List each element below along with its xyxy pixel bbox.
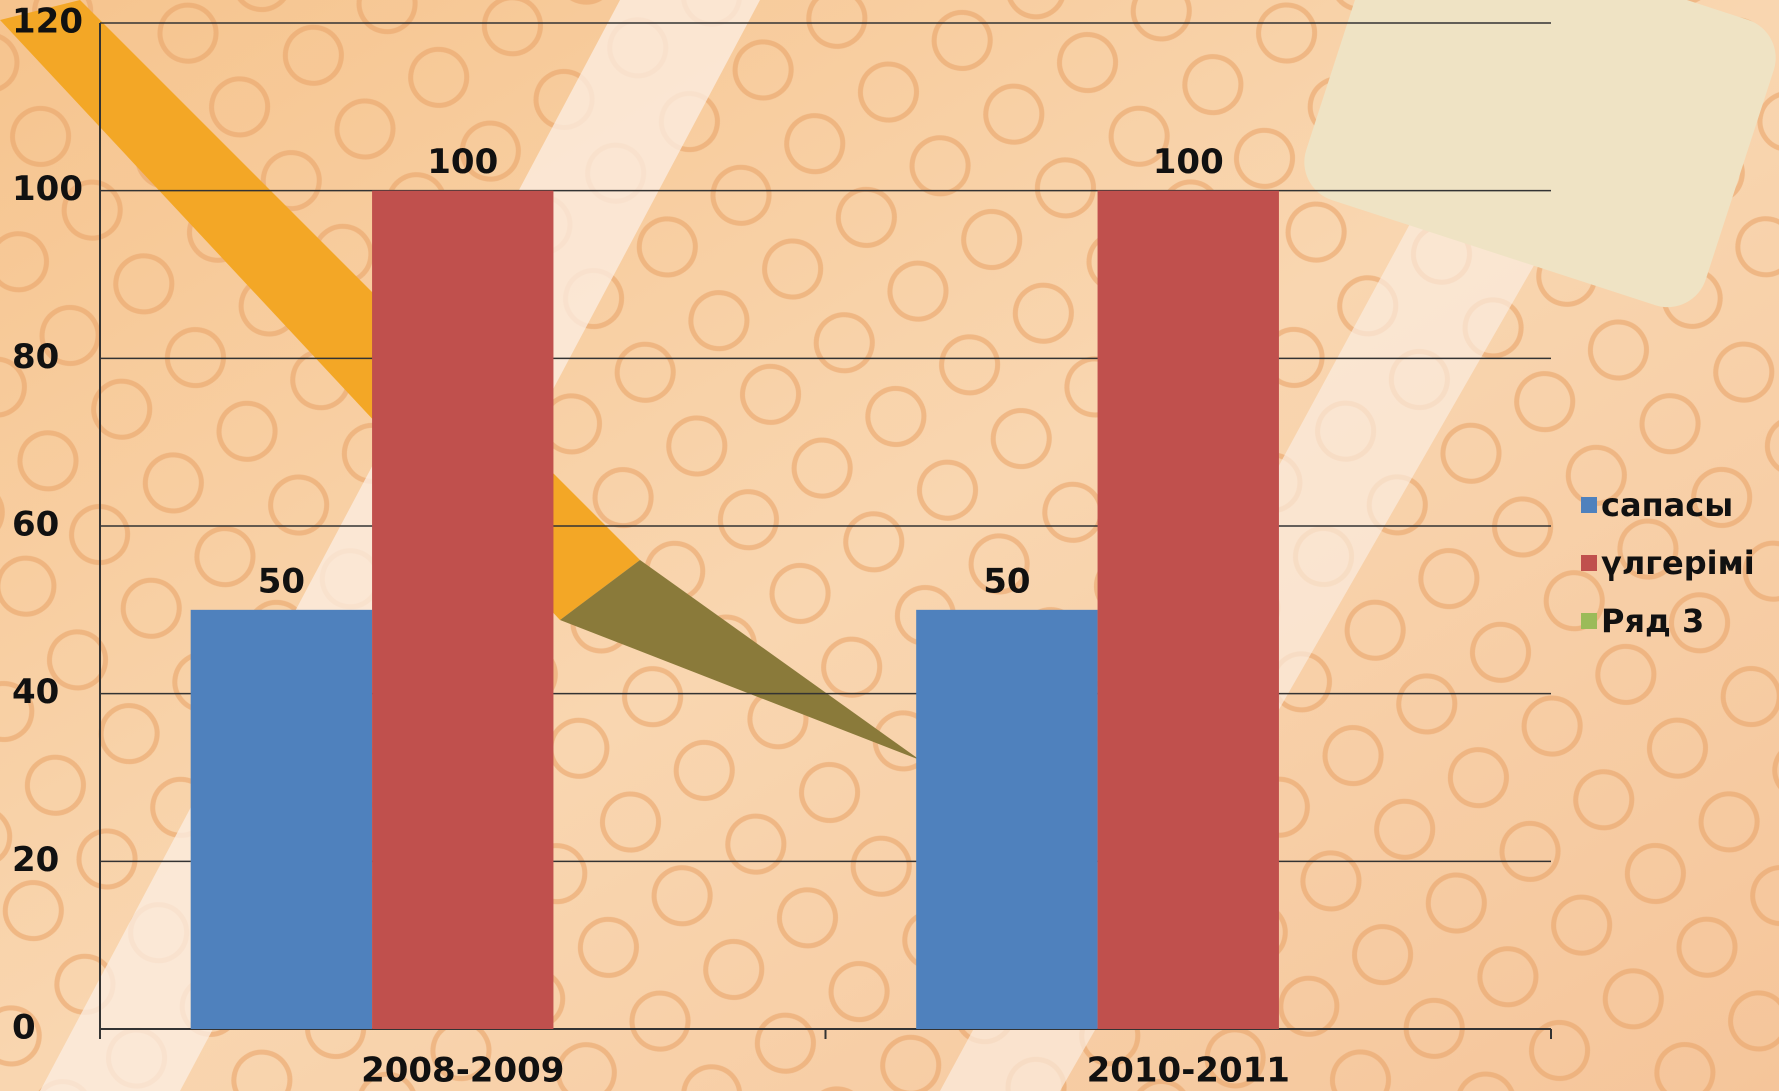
x-tick-label: 2010-2011: [1087, 1051, 1290, 1091]
x-tick-label: 2008-2009: [361, 1051, 564, 1091]
y-tick-label: 40: [12, 672, 59, 712]
data-label: 100: [427, 142, 498, 182]
bar: [1097, 190, 1279, 1029]
bar: [372, 190, 554, 1029]
legend-swatch: [1581, 555, 1597, 571]
y-tick-label: 80: [12, 337, 59, 377]
legend-label: Ряд 3: [1601, 602, 1704, 640]
bar: [190, 609, 373, 1029]
y-tick-label: 100: [12, 169, 83, 209]
plot-area: 0 20 40 60 80 100 120 2008-2009 50 100 2010-2011 50…: [12, 2, 1755, 1091]
y-tick-label: 120: [12, 2, 83, 42]
bar: [916, 609, 1098, 1029]
y-tick-label: 60: [12, 505, 59, 545]
legend-label: үлгерімі: [1601, 544, 1755, 582]
data-label: 50: [258, 561, 305, 601]
y-tick-label: 0: [12, 1008, 36, 1048]
legend-label: сапасы: [1601, 486, 1733, 524]
y-tick-label: 20: [12, 840, 59, 880]
data-label: 100: [1153, 142, 1224, 182]
data-label: 50: [983, 561, 1030, 601]
legend-swatch: [1581, 613, 1597, 629]
legend-swatch: [1581, 497, 1597, 513]
